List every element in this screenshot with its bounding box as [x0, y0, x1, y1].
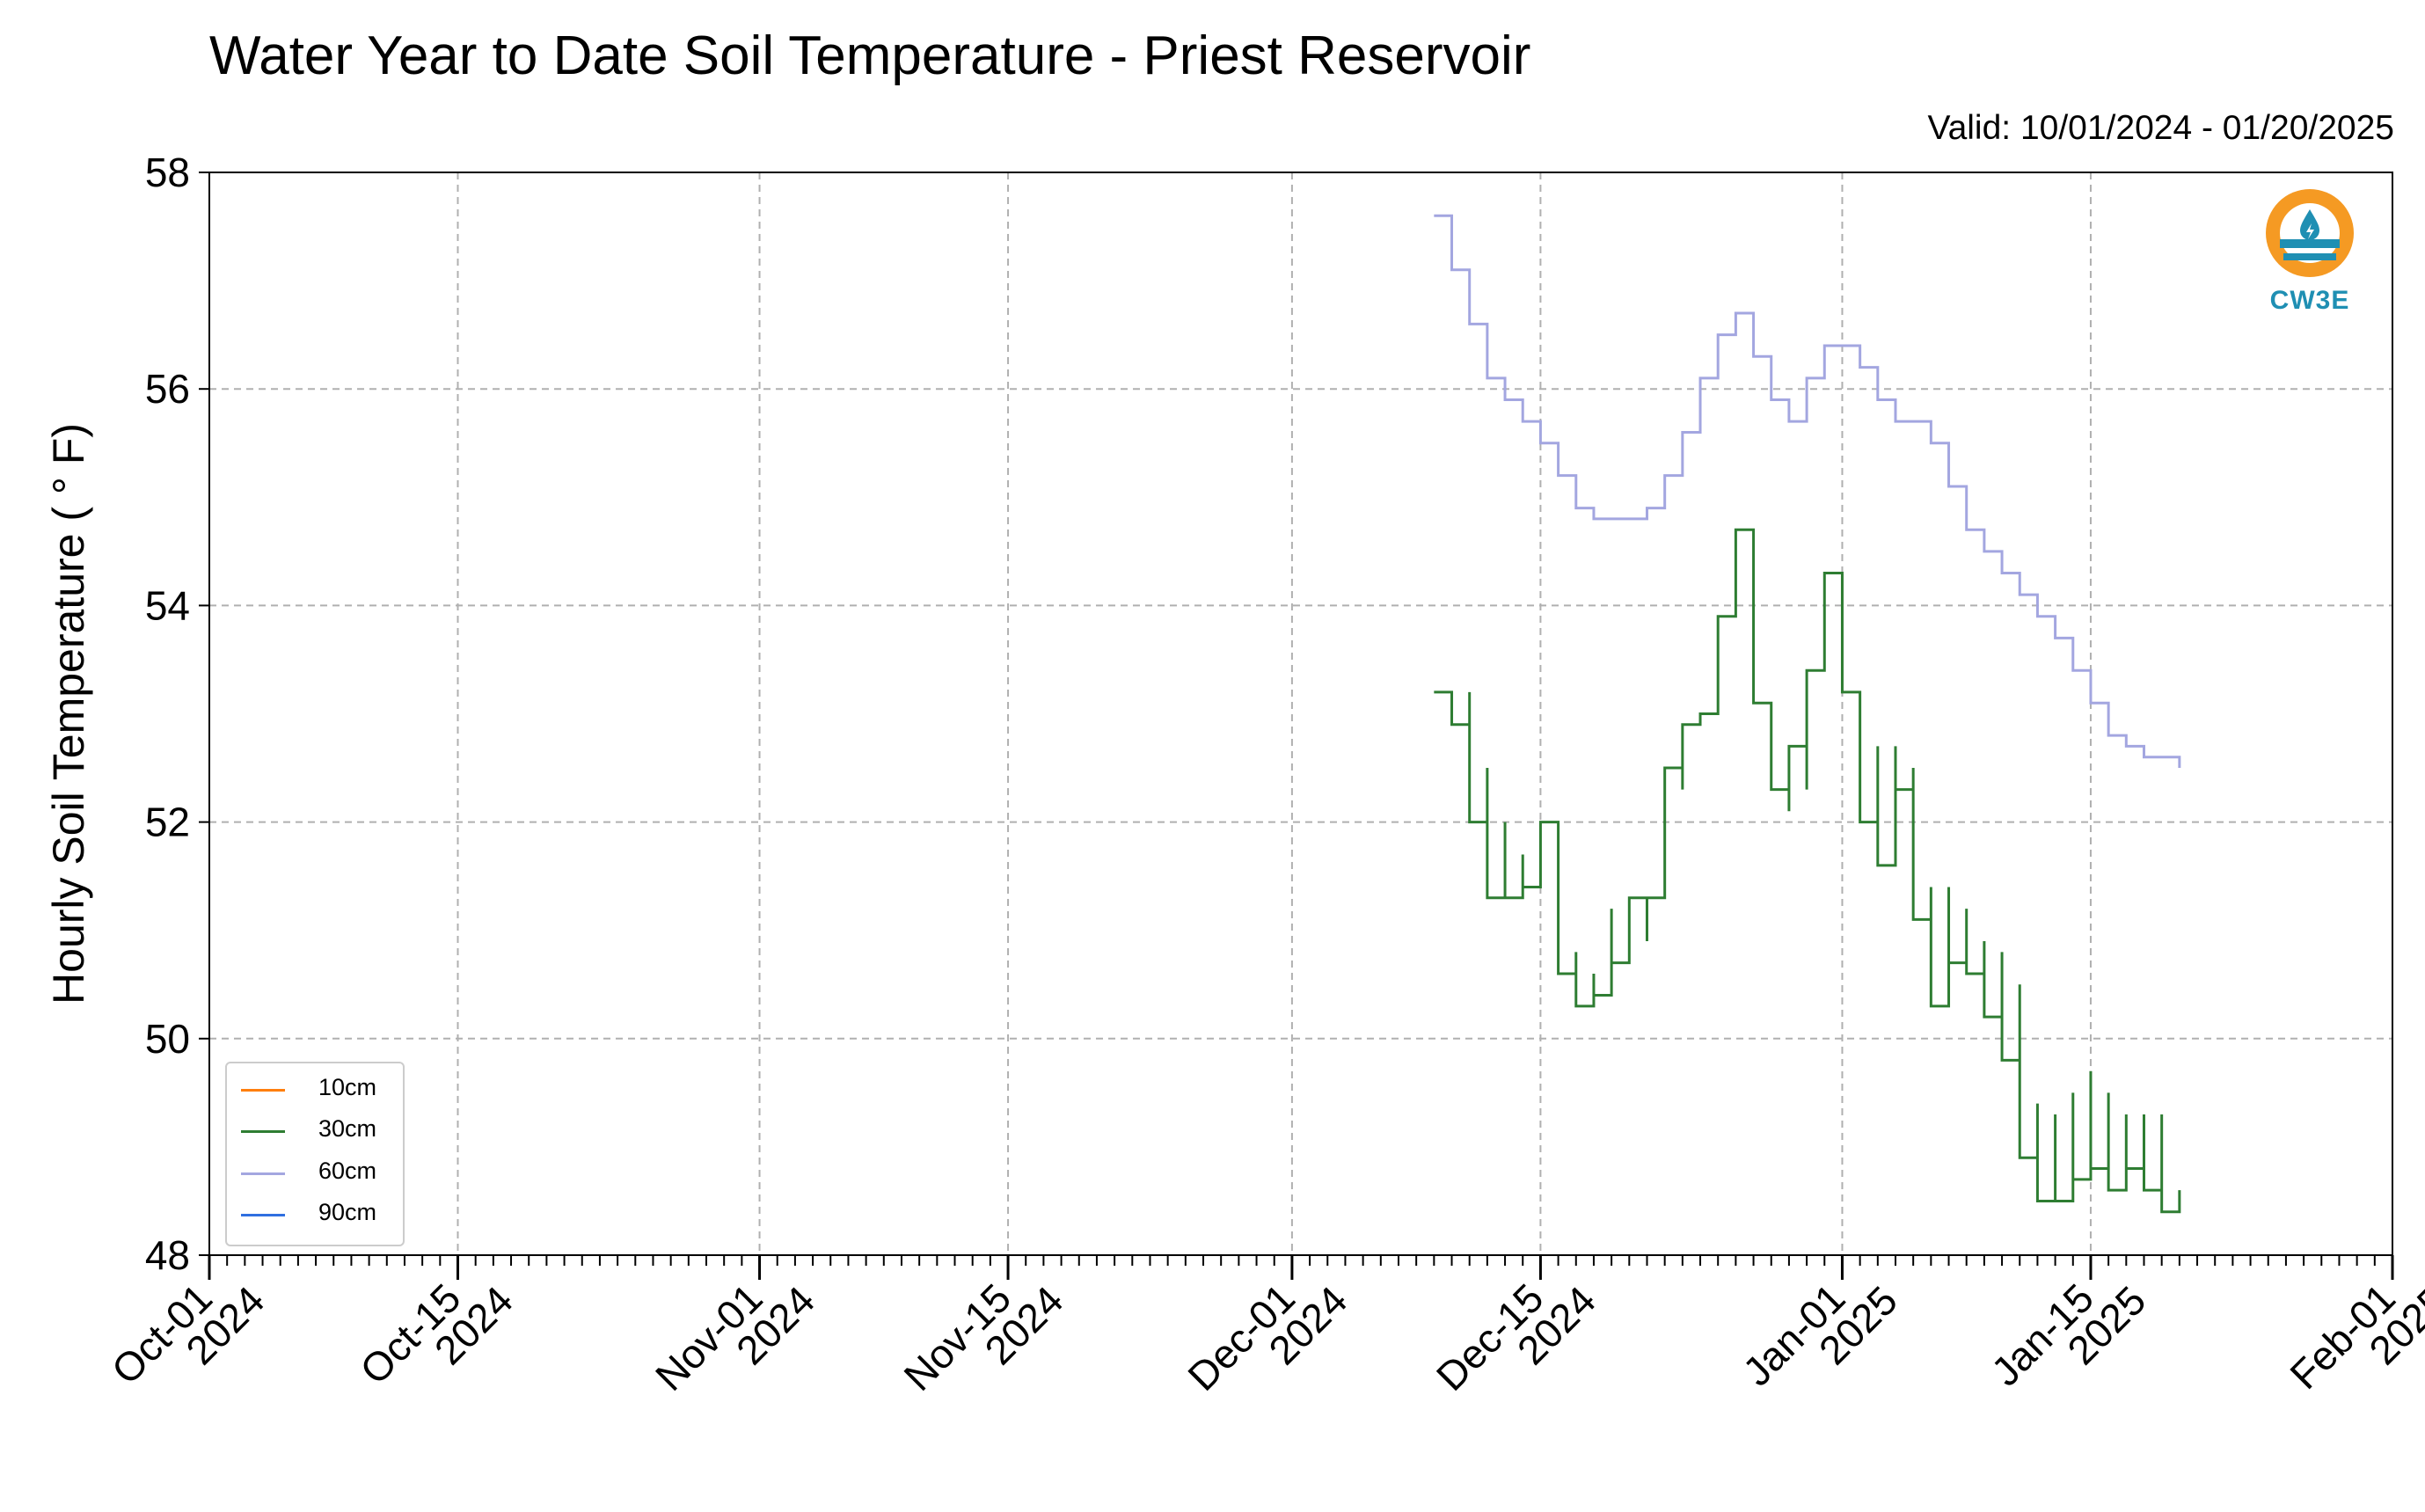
- legend-label-90cm: 90cm: [318, 1199, 377, 1225]
- logo-text: CW3E: [2269, 286, 2350, 315]
- grid-layer: [208, 172, 2393, 1256]
- y-axis-label: Hourly Soil Temperature ( ° F): [44, 423, 93, 1004]
- legend: 10cm 30cm 60cm 90cm: [225, 1062, 405, 1246]
- y-tick-label: 56: [145, 366, 190, 412]
- logo-icon: [2266, 189, 2354, 277]
- plot-frame: [208, 172, 2393, 1256]
- y-tick-label: 58: [145, 150, 190, 195]
- legend-line-60cm: [241, 1172, 285, 1175]
- series-line-60cm: [1434, 214, 2181, 769]
- legend-label-10cm: 10cm: [318, 1074, 377, 1100]
- legend-line-30cm: [241, 1130, 285, 1133]
- legend-item-10cm: 10cm: [227, 1072, 403, 1107]
- legend-line-90cm: [241, 1214, 285, 1216]
- valid-date-range: Valid: 10/01/2024 - 01/20/2025: [1927, 109, 2394, 148]
- series-layer: [1434, 214, 2181, 1214]
- legend-label-30cm: 30cm: [318, 1115, 377, 1142]
- y-tick-label: 52: [145, 800, 190, 845]
- legend-line-10cm: [241, 1089, 285, 1092]
- legend-label-60cm: 60cm: [318, 1158, 377, 1184]
- valid-text: Valid: 10/01/2024 - 01/20/2025: [1927, 109, 2394, 147]
- chart-title: Water Year to Date Soil Temperature - Pr…: [209, 26, 1531, 86]
- y-tick-label: 54: [145, 582, 190, 628]
- legend-item-30cm: 30cm: [227, 1114, 403, 1149]
- y-tick-label: 50: [145, 1016, 190, 1062]
- series-line-30cm: [1434, 528, 2181, 1214]
- cw3e-logo: CW3E: [2257, 185, 2363, 316]
- legend-item-60cm: 60cm: [227, 1156, 403, 1191]
- legend-item-90cm: 90cm: [227, 1197, 403, 1232]
- y-tick-label: 48: [145, 1232, 190, 1278]
